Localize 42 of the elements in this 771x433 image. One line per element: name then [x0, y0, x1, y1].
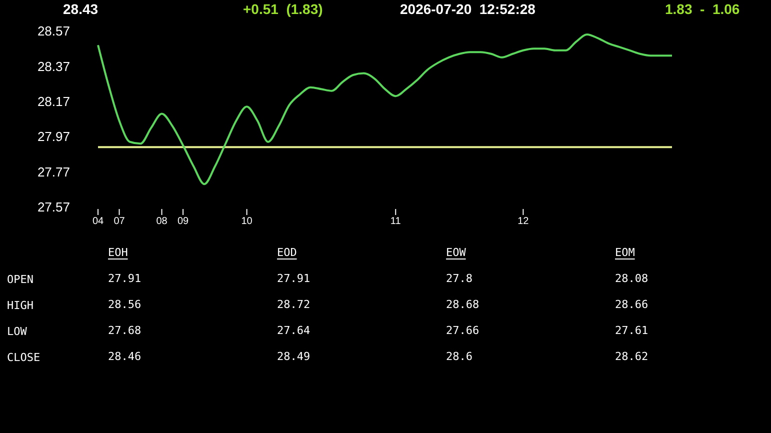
x-tick-label: 07 [114, 216, 126, 227]
text: 28.43 [63, 1, 98, 17]
data-label: 28.08 [615, 272, 648, 285]
text: 1.83 - 1.06 [665, 1, 740, 17]
data-label: 27.61 [615, 324, 648, 337]
y-tick-label: 27.77 [37, 164, 70, 180]
data-label: 28.66 [615, 298, 648, 311]
data-label: 27.91 [277, 272, 310, 285]
text: 2026-07-20 12:52:28 [400, 1, 536, 17]
data-label: 27.68 [108, 324, 142, 337]
y-tick-label: 28.37 [37, 58, 70, 74]
x-tick-label: 11 [390, 216, 402, 227]
data-label: 28.49 [277, 350, 310, 363]
data-label: 28.68 [446, 298, 480, 311]
y-tick-label: 28.17 [37, 94, 70, 110]
data-label: 28.56 [108, 298, 142, 311]
x-tick-label: 08 [156, 216, 168, 227]
data-label: 28.6 [446, 350, 472, 363]
line-series [97, 34, 673, 186]
data-label: 27.91 [108, 272, 142, 285]
x-tick-label: EOH [108, 246, 128, 259]
y-tick-label: 27.97 [37, 129, 70, 144]
y-tick-label: CLOSE [7, 351, 40, 364]
data-label: 28.46 [108, 350, 142, 363]
text: +0.51 (1.83) [243, 1, 323, 17]
x-tick-label: 12 [518, 216, 530, 227]
x-tick-label: EOD [277, 246, 297, 259]
y-tick-label: HIGH [7, 299, 34, 312]
x-tick-label: EOM [615, 246, 636, 259]
data-label: 28.72 [277, 298, 310, 311]
y-tick-label: 27.57 [37, 200, 70, 215]
x-tick-label: 04 [92, 216, 104, 227]
data-label: 28.62 [615, 350, 648, 363]
data-label: 27.66 [446, 324, 480, 337]
data-label: 27.64 [277, 324, 310, 337]
data-label: 27.8 [446, 272, 472, 285]
x-tick-label: EOW [446, 246, 466, 259]
y-tick-label: LOW [7, 325, 28, 338]
x-tick-label: 10 [241, 216, 253, 227]
x-tick-label: 09 [177, 216, 190, 227]
y-tick-label: 28.57 [37, 24, 70, 39]
y-tick-label: OPEN [7, 273, 34, 286]
